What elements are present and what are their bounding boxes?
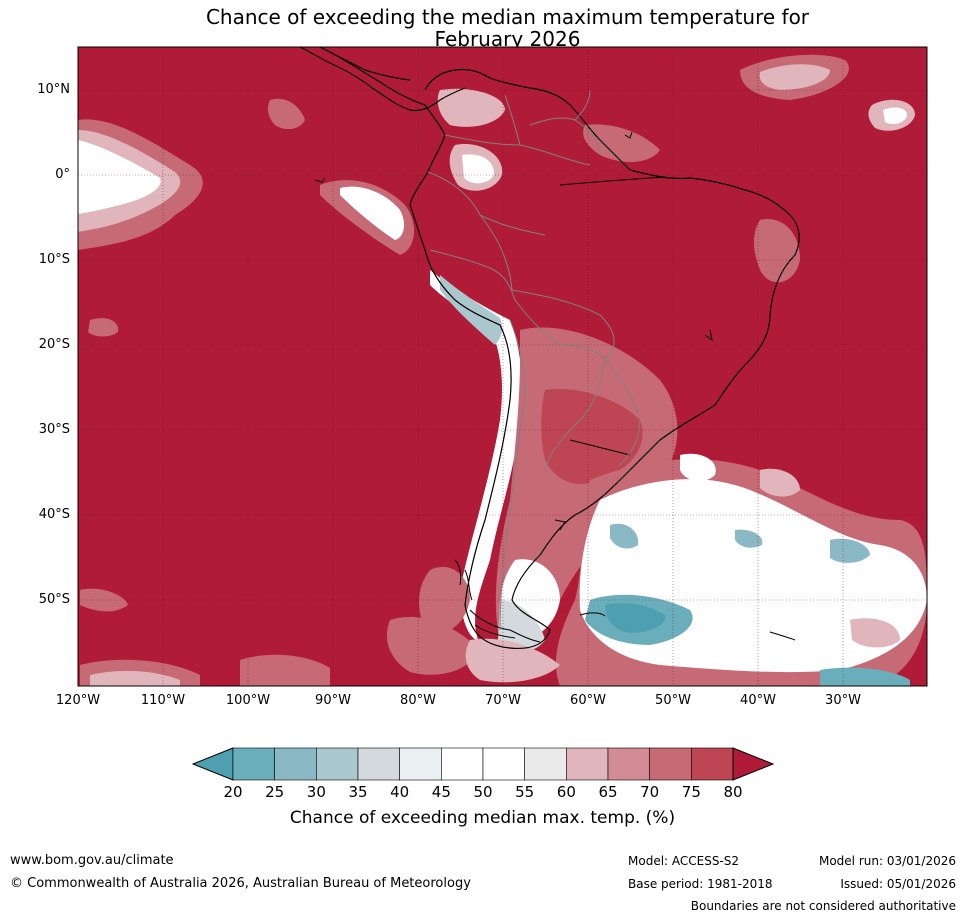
- copyright-text: © Commonwealth of Australia 2026, Austra…: [10, 876, 471, 891]
- issued-date: Issued: 05/01/2026: [840, 877, 956, 891]
- website-url: www.bom.gov.au/climate: [10, 853, 174, 868]
- lon-label-90w: 90°W: [315, 693, 351, 708]
- lon-label-120w: 120°W: [55, 693, 101, 708]
- colorbar-cell-55-60: [524, 747, 567, 781]
- lat-label-10n: 10°N: [37, 82, 70, 97]
- lon-label-40w: 40°W: [740, 693, 776, 708]
- central-america-coastline: [299, 47, 466, 112]
- colorbar-tick-40: 40: [390, 783, 410, 801]
- colorbar-cell-30-35: [316, 747, 359, 781]
- colorbar-tick-30: 30: [306, 783, 326, 801]
- lat-label-50s: 50°S: [38, 592, 70, 607]
- graticule: [78, 47, 927, 686]
- colorbar-cell-60-65: [566, 747, 609, 781]
- colorbar-cell-35-40: [357, 747, 400, 781]
- colorbar-tick-55: 55: [515, 783, 535, 801]
- colorbar-arrow-low: [191, 747, 234, 781]
- colorbar-tick-75: 75: [681, 783, 701, 801]
- colorbar-title: Chance of exceeding median max. temp. (%…: [289, 808, 676, 828]
- model-name: Model: ACCESS-S2: [628, 854, 740, 868]
- lon-label-100w: 100°W: [225, 693, 271, 708]
- map-title-line-1: Chance of exceeding the median maximum t…: [205, 5, 810, 29]
- south-america-coastline: [329, 51, 800, 650]
- colorbar-tick-45: 45: [431, 783, 451, 801]
- colorbar-cell-20-25: [232, 747, 275, 781]
- colorbar-cell-75-80: [691, 747, 734, 781]
- colorbar-cell-50-55: [482, 747, 525, 781]
- patch-andes: [430, 270, 522, 640]
- colorbar: [191, 747, 775, 781]
- colorbar-tick-35: 35: [348, 783, 368, 801]
- probability-map: [77, 46, 928, 687]
- colorbar-cell-45-50: [441, 747, 484, 781]
- base-period: Base period: 1981-2018: [628, 877, 773, 891]
- colorbar-tick-25: 25: [265, 783, 285, 801]
- colorbar-cell-65-70: [607, 747, 650, 781]
- country-borders: [427, 89, 641, 631]
- colorbar-tick-65: 65: [598, 783, 618, 801]
- model-run-date: Model run: 03/01/2026: [818, 854, 956, 868]
- southern-islands: [314, 131, 796, 643]
- boundaries-disclaimer: Boundaries are not considered authoritat…: [690, 899, 956, 913]
- lon-label-80w: 80°W: [400, 693, 436, 708]
- colorbar-tick-80: 80: [723, 783, 743, 801]
- lon-label-70w: 70°W: [485, 693, 521, 708]
- lon-label-110w: 110°W: [140, 693, 186, 708]
- lat-label-40s: 40°S: [38, 507, 70, 522]
- map-title-line-2: February 2026: [434, 27, 581, 51]
- colorbar-tick-20: 20: [223, 783, 243, 801]
- lat-label-30s: 30°S: [38, 422, 70, 437]
- colorbar-tick-70: 70: [640, 783, 660, 801]
- lon-label-60w: 60°W: [570, 693, 606, 708]
- map-frame: [77, 46, 928, 687]
- lat-label-20s: 20°S: [38, 337, 70, 352]
- probability-patches: [78, 54, 927, 686]
- colorbar-arrow-high: [732, 747, 775, 781]
- lat-label-10s: 10°S: [38, 252, 70, 267]
- lat-label-0: 0°: [55, 167, 70, 182]
- lon-label-50w: 50°W: [655, 693, 691, 708]
- colorbar-tick-60: 60: [556, 783, 576, 801]
- colorbar-cell-40-45: [399, 747, 442, 781]
- colorbar-cell-70-75: [649, 747, 692, 781]
- colorbar-cell-25-30: [274, 747, 317, 781]
- colorbar-tick-50: 50: [473, 783, 493, 801]
- lon-label-30w: 30°W: [825, 693, 861, 708]
